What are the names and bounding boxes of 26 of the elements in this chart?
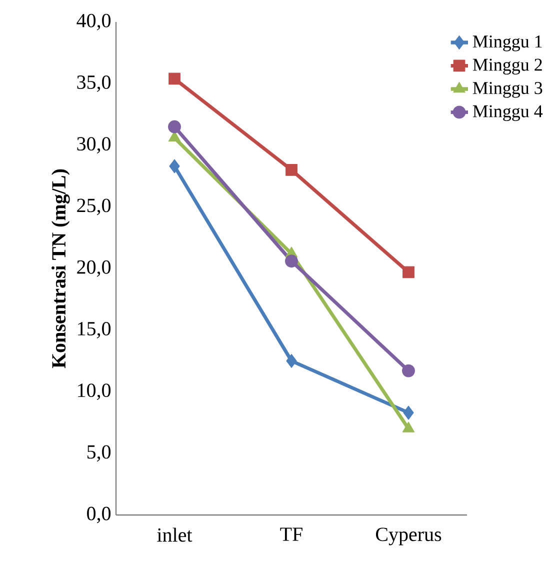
y-tick-label: 30,0 <box>77 137 111 154</box>
x-tick-label: inlet <box>157 528 192 542</box>
y-tick-label: 25,0 <box>77 198 111 216</box>
point <box>403 406 414 420</box>
point <box>168 72 180 85</box>
y-tick-label: 20,0 <box>77 260 111 277</box>
point <box>285 254 298 268</box>
y-tick-label: 35,0 <box>77 75 111 92</box>
legend-label: Minggu 2 <box>472 58 542 75</box>
y-tick-label: 0,0 <box>87 506 111 524</box>
point <box>168 120 181 134</box>
point <box>402 266 414 278</box>
point <box>402 364 415 378</box>
x-tick-label: Cyperus <box>376 528 442 546</box>
y-tick-label: 5,0 <box>87 445 111 462</box>
x-tick-label: TF <box>280 528 302 541</box>
y-tick-label: 10,0 <box>78 384 111 400</box>
legend-label: Minggu 3 <box>472 82 542 98</box>
legend-label: Minggu 4 <box>472 105 543 122</box>
point <box>286 164 298 176</box>
y-tick-label: 15,0 <box>78 322 111 338</box>
legend-label: Minggu 1 <box>472 36 542 52</box>
point <box>286 354 297 368</box>
y-axis-title: Konsentrasi TN (mg/L) <box>52 169 70 368</box>
y-tick-label: 40,0 <box>76 14 111 30</box>
point <box>169 159 180 174</box>
